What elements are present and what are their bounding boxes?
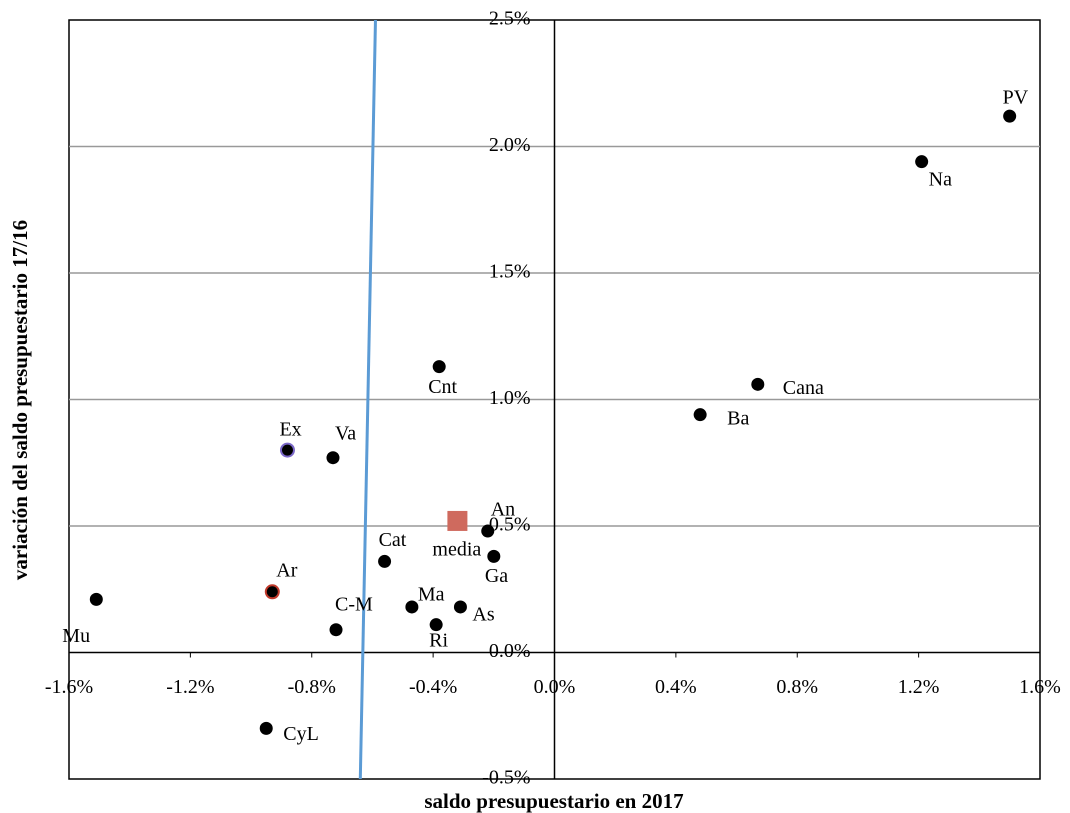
point-label: Ri — [429, 629, 448, 651]
reference-line — [358, 19, 377, 780]
point-label: PV — [1003, 87, 1029, 109]
point-label: Mu — [62, 625, 90, 647]
point — [693, 408, 707, 422]
y-tick-label: 0.0% — [489, 640, 531, 662]
point-label: CyL — [283, 723, 319, 745]
point — [279, 442, 295, 458]
point-label: Ex — [279, 419, 301, 441]
y-tick-label: 1.0% — [489, 387, 531, 409]
point-label: C-M — [335, 593, 373, 615]
point-label: As — [472, 604, 494, 626]
point — [751, 377, 765, 391]
point — [329, 623, 343, 637]
point-label: Ba — [727, 407, 749, 429]
y-tick-label: 2.5% — [489, 8, 531, 30]
point-label: Cnt — [428, 376, 457, 398]
y-tick-label: 1.5% — [489, 261, 531, 283]
point-label: Va — [335, 422, 356, 444]
point — [915, 155, 929, 169]
point-label: Cana — [783, 377, 824, 399]
point-label: Ga — [485, 565, 508, 587]
point — [453, 600, 467, 614]
x-tick-label: 0.4% — [655, 676, 697, 698]
x-tick-label: 0.8% — [776, 676, 818, 698]
point — [432, 360, 446, 374]
point-label: An — [491, 499, 515, 521]
x-tick-label: 1.2% — [898, 676, 940, 698]
point — [326, 451, 340, 465]
x-tick-label: -1.6% — [45, 676, 93, 698]
point — [447, 510, 468, 531]
point-label: Cat — [379, 529, 407, 551]
point-label: Ar — [276, 559, 297, 581]
point — [1003, 109, 1017, 123]
point — [378, 554, 392, 568]
y-tick-label: -0.5% — [482, 767, 530, 789]
point-label: Ma — [418, 584, 445, 606]
y-axis-title: variación del saldo presupuestario 17/16 — [8, 220, 32, 580]
point — [259, 721, 273, 735]
y-tick-label: 0.5% — [489, 514, 531, 536]
point-label: media — [432, 539, 481, 561]
x-tick-label: 1.6% — [1019, 676, 1061, 698]
x-tick-label: -0.4% — [409, 676, 457, 698]
point — [264, 584, 280, 600]
y-tick-label: 2.0% — [489, 134, 531, 156]
point-label: Na — [929, 168, 952, 190]
point — [405, 600, 419, 614]
point — [481, 524, 495, 538]
point — [429, 618, 443, 632]
point — [89, 592, 103, 606]
point — [487, 549, 501, 563]
x-tick-label: -1.2% — [166, 676, 214, 698]
x-tick-label: -0.8% — [288, 676, 336, 698]
x-axis-title: saldo presupuestario en 2017 — [424, 789, 683, 813]
